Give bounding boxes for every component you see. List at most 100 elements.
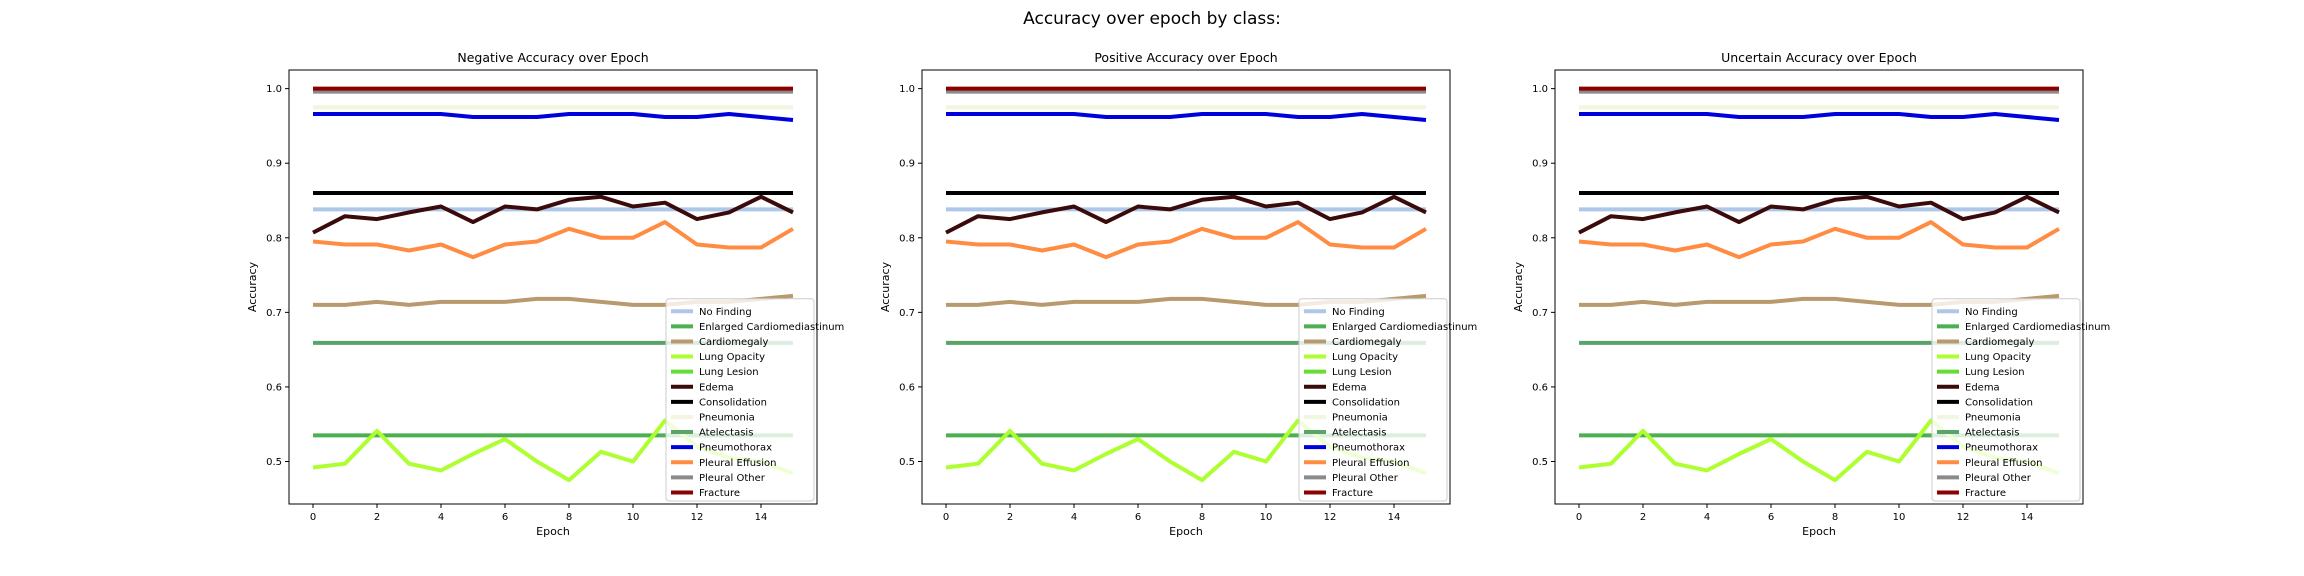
legend-label: Edema	[1965, 382, 2000, 393]
x-tick-label: 10	[1893, 512, 1906, 523]
chart-title: Uncertain Accuracy over Epoch	[1721, 50, 1917, 65]
legend-label: Pneumonia	[699, 412, 755, 423]
y-tick-label: 0.6	[899, 382, 915, 393]
series-line-9	[1579, 112, 2060, 122]
legend: No Finding Enlarged Cardiomediastinum Card…	[1931, 298, 2110, 502]
y-tick-label: 1.0	[266, 84, 282, 95]
legend-label: Pleural Other	[1332, 473, 1399, 484]
y-tick-label: 0.5	[1532, 457, 1548, 468]
x-tick-label: 6	[1768, 512, 1774, 523]
x-tick-label: 14	[2021, 512, 2034, 523]
series-line-10	[1578, 220, 2061, 260]
x-tick-label: 2	[374, 512, 380, 523]
legend-label: Edema	[699, 382, 734, 393]
legend-label: Pneumonia	[1965, 412, 2021, 423]
figure-title: Accuracy over epoch by class:	[1023, 9, 1281, 29]
legend-label: No Finding	[1332, 307, 1385, 318]
legend: No Finding Enlarged Cardiomediastinum Card…	[1298, 298, 1477, 502]
x-tick-label: 12	[1324, 512, 1337, 523]
legend-label: Enlarged Cardiomediastinum	[1965, 322, 2110, 333]
x-tick-label: 12	[1957, 512, 1970, 523]
chart-panel-3: Uncertain Accuracy over Epoch 0 2 4 6 8 10 12 14…	[1512, 50, 2110, 538]
legend-label: Pleural Effusion	[1965, 458, 2043, 469]
x-tick-label: 4	[1704, 512, 1710, 523]
legend-label: Fracture	[699, 488, 740, 499]
legend-label: Cardiomegaly	[1332, 337, 1401, 348]
y-axis-label: Accuracy	[879, 261, 892, 312]
y-tick-label: 0.8	[266, 233, 282, 244]
legend-label: Pneumothorax	[1965, 443, 2038, 454]
x-tick-label: 12	[691, 512, 704, 523]
legend-label: Pleural Effusion	[699, 458, 777, 469]
legend-label: Atelectasis	[699, 428, 753, 439]
y-tick-label: 0.6	[266, 382, 282, 393]
x-tick-label: 8	[566, 512, 572, 523]
legend-label: Cardiomegaly	[1965, 337, 2034, 348]
plot-frame	[1554, 69, 2084, 505]
legend-label: Fracture	[1965, 488, 2006, 499]
legend-label: Pleural Other	[1965, 473, 2032, 484]
x-tick-label: 6	[502, 512, 508, 523]
legend-label: No Finding	[1965, 307, 2018, 318]
legend-label: Enlarged Cardiomediastinum	[699, 322, 844, 333]
y-tick-label: 0.7	[899, 308, 915, 319]
legend-label: Lung Opacity	[1965, 352, 2031, 363]
series-line-5	[312, 194, 794, 235]
legend-label: Enlarged Cardiomediastinum	[1332, 322, 1477, 333]
series-line-5	[1578, 194, 2060, 235]
y-tick-label: 0.6	[1532, 382, 1548, 393]
x-axis-label: Epoch	[1169, 525, 1203, 538]
x-tick-label: 4	[438, 512, 444, 523]
legend-label: Atelectasis	[1965, 428, 2019, 439]
x-tick-label: 4	[1071, 512, 1077, 523]
x-tick-label: 2	[1640, 512, 1646, 523]
x-tick-label: 8	[1832, 512, 1838, 523]
legend-label: Consolidation	[1332, 397, 1400, 408]
y-axis-label: Accuracy	[246, 261, 259, 312]
x-axis-label: Epoch	[1802, 525, 1836, 538]
legend-label: Lung Opacity	[1332, 352, 1398, 363]
y-axis-label: Accuracy	[1512, 261, 1525, 312]
x-tick-label: 14	[755, 512, 768, 523]
y-tick-label: 0.5	[899, 457, 915, 468]
x-tick-label: 10	[627, 512, 640, 523]
y-tick-label: 0.9	[1532, 159, 1548, 170]
x-tick-label: 2	[1007, 512, 1013, 523]
y-tick-label: 0.8	[1532, 233, 1548, 244]
y-tick-label: 1.0	[899, 84, 915, 95]
y-tick-label: 0.5	[266, 457, 282, 468]
plot-frame	[288, 69, 818, 505]
legend-box	[1298, 298, 1448, 502]
legend-label: Lung Lesion	[1965, 367, 2025, 378]
y-tick-label: 1.0	[1532, 84, 1548, 95]
legend-label: Pneumothorax	[699, 443, 772, 454]
y-tick-label: 0.7	[1532, 308, 1548, 319]
series-line-9	[946, 112, 1427, 122]
legend-label: Lung Lesion	[699, 367, 759, 378]
x-tick-label: 8	[1199, 512, 1205, 523]
chart-title: Negative Accuracy over Epoch	[457, 50, 648, 65]
legend-label: Pneumonia	[1332, 412, 1388, 423]
legend-label: Fracture	[1332, 488, 1373, 499]
x-tick-label: 10	[1260, 512, 1273, 523]
legend-label: Lung Lesion	[1332, 367, 1392, 378]
x-tick-label: 0	[943, 512, 949, 523]
legend-label: Consolidation	[699, 397, 767, 408]
series-line-9	[313, 112, 794, 122]
legend-label: Pneumothorax	[1332, 443, 1405, 454]
x-tick-label: 0	[1576, 512, 1582, 523]
series-line-5	[945, 194, 1427, 235]
legend-label: No Finding	[699, 307, 752, 318]
y-tick-label: 0.9	[899, 159, 915, 170]
legend-label: Pleural Effusion	[1332, 458, 1410, 469]
legend-box	[665, 298, 815, 502]
legend-label: Atelectasis	[1332, 428, 1386, 439]
y-tick-label: 0.8	[899, 233, 915, 244]
legend-label: Pleural Other	[699, 473, 766, 484]
legend-label: Edema	[1332, 382, 1367, 393]
y-tick-label: 0.7	[266, 308, 282, 319]
series-line-10	[945, 220, 1428, 260]
legend: No Finding Enlarged Cardiomediastinum Card…	[665, 298, 844, 502]
